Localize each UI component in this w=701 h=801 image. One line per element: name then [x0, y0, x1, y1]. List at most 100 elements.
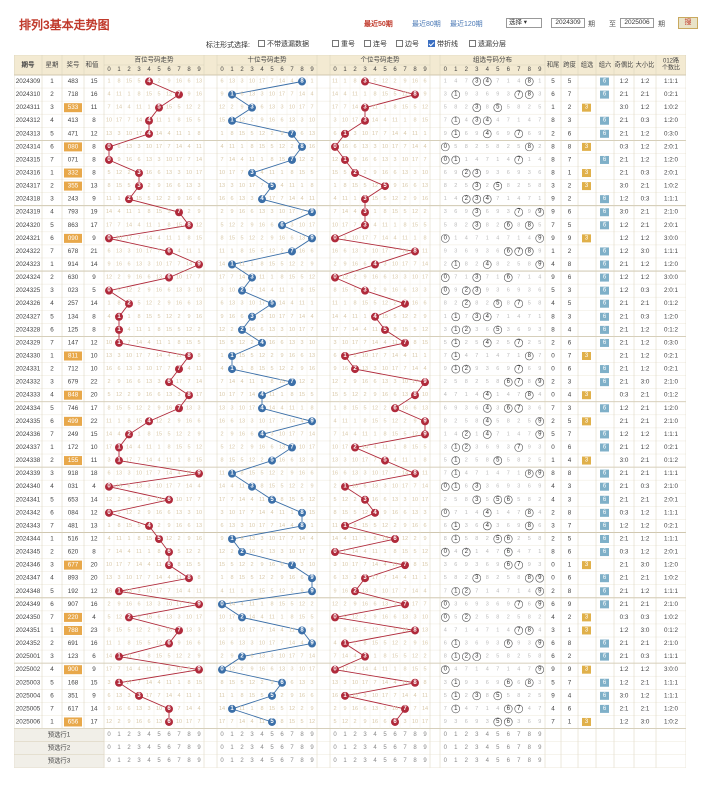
miss-value: 16: [342, 588, 348, 594]
miss-value: 13: [219, 405, 225, 411]
ball-digit: 1: [343, 641, 347, 647]
group-miss: 6: [486, 327, 489, 333]
group-miss: 9: [528, 444, 531, 450]
parity-cell: 1:2: [620, 718, 629, 725]
miss-value: 16: [269, 562, 275, 568]
award-cell: 481: [68, 522, 79, 529]
ball-units: [341, 482, 349, 491]
miss-value: 16: [136, 497, 142, 503]
miss-value: 3: [187, 510, 190, 516]
ball-digit: 1: [230, 92, 234, 98]
miss-value: 7: [167, 144, 170, 150]
period-select[interactable]: 选择 ▾: [506, 18, 542, 28]
ball-units: [391, 404, 399, 413]
miss-value: 11: [289, 405, 295, 411]
ball-digit: 8: [300, 79, 304, 85]
start-issue-input[interactable]: 2024309: [551, 18, 585, 28]
ball-tens: [288, 247, 296, 256]
miss-value: 10: [126, 575, 132, 581]
miss-value: 15: [309, 288, 315, 294]
miss-value: 1: [393, 667, 396, 673]
miss-value: 4: [117, 431, 120, 437]
checkbox-icon[interactable]: [364, 40, 371, 47]
ball-digit: 6: [167, 562, 171, 568]
group-miss: 5: [475, 458, 478, 464]
recent-120-link[interactable]: 最近120期: [450, 21, 483, 28]
ball-digit: 3: [363, 79, 367, 85]
miss-value: 9: [107, 262, 110, 268]
ball-tens: [288, 561, 296, 570]
miss-value: 5: [403, 209, 406, 215]
miss-value: 10: [309, 562, 315, 568]
ball-digit: 2: [127, 301, 131, 307]
group-miss: 3: [444, 680, 447, 686]
checkbox-icon[interactable]: [258, 40, 265, 47]
option-layered[interactable]: 遗漏分层: [469, 39, 506, 49]
group-miss: 5: [444, 575, 447, 581]
miss-value: 13: [146, 601, 152, 607]
recent-80-link[interactable]: 最近80期: [412, 21, 441, 28]
ball-digit: 7: [290, 562, 294, 568]
digit-header: 4: [147, 67, 151, 73]
group-digit: 9: [538, 379, 542, 385]
miss-value: 6: [290, 458, 293, 464]
miss-value: 4: [187, 144, 190, 150]
miss-value: 6: [230, 641, 233, 647]
size-cell: 1:2: [641, 326, 650, 333]
group-ball: [482, 403, 492, 413]
parity-cell: 1:2: [620, 222, 629, 229]
predict-digit: 9: [310, 732, 314, 738]
miss-value: 15: [239, 353, 245, 359]
option-consecutive[interactable]: 连号: [364, 39, 387, 49]
ball-digit: 4: [260, 431, 264, 437]
option-no-miss[interactable]: 不带遗漏数据: [258, 39, 309, 49]
miss-value: 17: [126, 235, 132, 241]
miss-value: 10: [146, 588, 152, 594]
miss-value: 1: [187, 131, 190, 137]
predict-digit: 3: [250, 745, 254, 751]
ball-digit: 1: [230, 536, 234, 542]
miss-value: 7: [107, 105, 110, 111]
checkbox-icon[interactable]: [469, 40, 476, 47]
miss-value: 8: [230, 131, 233, 137]
ball-units: [361, 116, 369, 125]
group-miss: 2: [517, 536, 520, 542]
group-digit: 9: [538, 471, 542, 477]
ball-digit: 1: [117, 327, 121, 333]
checkbox-icon[interactable]: [332, 40, 339, 47]
group-miss: 2: [475, 614, 478, 620]
checkbox-icon[interactable]: [396, 40, 403, 47]
predict-digit: 7: [290, 758, 294, 764]
miss-value: 5: [220, 222, 223, 228]
miss-value: 6: [117, 144, 120, 150]
option-polyline[interactable]: 带折线: [428, 39, 458, 49]
miss-value: 3: [147, 484, 150, 490]
sum-cell: 11: [91, 457, 98, 464]
group-miss: 3: [444, 562, 447, 568]
group-digit: 1: [454, 536, 458, 542]
ball-units: [371, 508, 379, 517]
digit-header: 2: [353, 67, 357, 73]
marking-options: 标注形式选择: 不带遗漏数据 重号 连号 边号 带折线 遗漏分层: [14, 36, 686, 52]
miss-value: 9: [230, 654, 233, 660]
recent-50-link[interactable]: 最近50期: [364, 21, 393, 28]
digit-header: 4: [373, 67, 377, 73]
end-issue-input[interactable]: 2025006: [620, 18, 654, 28]
group-digit: 7: [517, 562, 521, 568]
checkbox-checked-icon[interactable]: [428, 40, 435, 47]
option-edge[interactable]: 边号: [396, 39, 419, 49]
miss-value: 16: [392, 288, 398, 294]
miss-value: 2: [270, 353, 273, 359]
search-button[interactable]: 搜: [678, 17, 698, 29]
group-digit: 5: [496, 458, 500, 464]
option-repeat[interactable]: 重号: [332, 39, 355, 49]
miss-value: 6: [373, 601, 376, 607]
miss-value: 5: [290, 601, 293, 607]
group-miss: 9: [475, 366, 478, 372]
miss-value: 5: [363, 183, 366, 189]
group-digit: 1: [454, 157, 458, 163]
miss-value: 14: [106, 431, 112, 437]
col-header-ratio012: 012路: [663, 57, 679, 65]
section-header-hundreds: 百位号码走势: [135, 55, 175, 64]
miss-value: 12: [229, 444, 235, 450]
